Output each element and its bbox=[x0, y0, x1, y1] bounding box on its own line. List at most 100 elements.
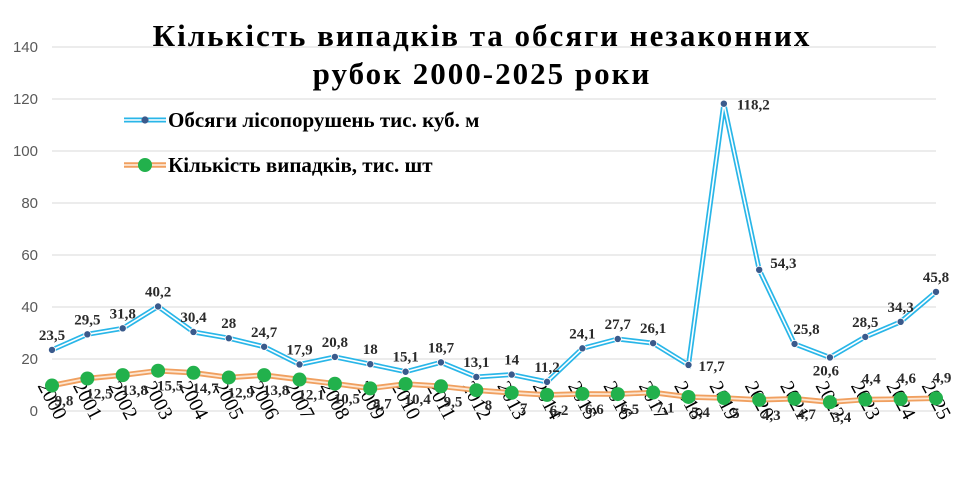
marker-volume bbox=[366, 360, 375, 369]
data-label-cases: 7 bbox=[520, 401, 528, 417]
data-label-volume: 29,5 bbox=[74, 312, 100, 328]
marker-cases bbox=[822, 395, 837, 410]
marker-volume bbox=[719, 99, 728, 108]
data-label-cases: 9,8 bbox=[55, 394, 74, 410]
y-axis-ticks: 0 20 40 60 80 100 120 140 bbox=[13, 39, 38, 420]
marker-cases bbox=[433, 379, 448, 394]
marker-cases bbox=[929, 391, 943, 406]
data-label-cases: 7,1 bbox=[656, 401, 675, 417]
marker-volume bbox=[260, 342, 269, 351]
marker-cases bbox=[151, 363, 166, 378]
marker-cases bbox=[469, 383, 484, 398]
marker-volume bbox=[83, 330, 92, 339]
data-label-cases: 12,5 bbox=[86, 387, 112, 403]
marker-volume bbox=[684, 360, 693, 369]
data-label-cases: 3,4 bbox=[833, 410, 852, 426]
marker-cases bbox=[540, 387, 555, 402]
marker-cases bbox=[893, 392, 908, 407]
marker-volume bbox=[790, 339, 799, 348]
legend: Обсяги лісопорушень тис. куб. м Кількіст… bbox=[124, 108, 479, 177]
data-label-cases: 6,6 bbox=[585, 402, 604, 418]
marker-cases bbox=[681, 389, 696, 404]
marker-volume bbox=[401, 367, 410, 376]
marker-cases bbox=[398, 376, 413, 391]
data-label-cases: 6,5 bbox=[620, 402, 639, 418]
legend-symbol-cases bbox=[124, 158, 166, 172]
marker-volume bbox=[436, 358, 445, 367]
marker-cases bbox=[327, 376, 342, 391]
marker-cases bbox=[80, 371, 95, 386]
legend-label-volume: Обсяги лісопорушень тис. куб. м bbox=[168, 108, 479, 132]
marker-volume bbox=[472, 372, 481, 381]
marker-volume bbox=[825, 353, 834, 362]
data-label-cases: 15,5 bbox=[157, 379, 183, 395]
marker-volume bbox=[507, 370, 516, 379]
data-label-volume: 54,3 bbox=[770, 256, 796, 272]
marker-cases bbox=[115, 368, 130, 383]
y-tick-label: 20 bbox=[21, 351, 38, 368]
series-line-volume-inner bbox=[51, 103, 937, 383]
data-label-cases: 4,4 bbox=[862, 372, 881, 388]
gridlines bbox=[52, 46, 936, 412]
data-label-cases: 12,1 bbox=[298, 388, 324, 404]
data-label-cases: 12,9 bbox=[228, 385, 254, 401]
data-label-volume: 34,3 bbox=[888, 300, 914, 316]
marker-cases bbox=[45, 378, 59, 393]
data-label-volume: 24,1 bbox=[569, 326, 595, 342]
y-tick-label: 140 bbox=[13, 39, 38, 56]
data-label-volume: 40,2 bbox=[145, 284, 171, 300]
marker-volume bbox=[330, 352, 339, 361]
data-label-volume: 15,1 bbox=[392, 350, 418, 366]
marker-cases bbox=[221, 370, 236, 385]
data-label-cases: 10,4 bbox=[404, 392, 431, 408]
data-label-cases: 13,8 bbox=[122, 383, 148, 399]
data-label-cases: 9,5 bbox=[444, 394, 463, 410]
y-tick-label: 120 bbox=[13, 91, 38, 108]
marker-volume bbox=[224, 334, 233, 343]
legend-symbol-volume bbox=[124, 116, 166, 124]
marker-volume bbox=[189, 327, 198, 336]
data-label-volume: 11,2 bbox=[534, 360, 559, 376]
marker-cases bbox=[186, 365, 201, 380]
marker-cases bbox=[752, 392, 767, 407]
data-label-cases: 4,9 bbox=[933, 370, 952, 386]
marker-cases bbox=[787, 391, 802, 406]
marker-volume bbox=[154, 302, 163, 311]
marker-volume bbox=[613, 334, 622, 343]
data-label-volume: 23,5 bbox=[39, 328, 65, 344]
data-label-volume: 13,1 bbox=[463, 355, 489, 371]
marker-volume bbox=[578, 344, 587, 353]
data-label-cases: 4,3 bbox=[762, 408, 781, 424]
data-label-volume: 20,6 bbox=[813, 363, 840, 379]
data-label-volume: 45,8 bbox=[923, 270, 949, 286]
data-label-volume: 24,7 bbox=[251, 325, 278, 341]
data-label-volume: 17,7 bbox=[698, 359, 725, 375]
marker-cases bbox=[575, 386, 590, 401]
marker-cases bbox=[858, 392, 873, 407]
data-label-cases: 8,7 bbox=[373, 396, 392, 412]
y-tick-label: 60 bbox=[21, 247, 38, 264]
series-lines bbox=[45, 99, 943, 410]
marker-cases bbox=[716, 391, 731, 405]
data-label-volume: 18 bbox=[363, 342, 378, 358]
marker-volume bbox=[48, 345, 57, 354]
data-label-cases: 5 bbox=[732, 406, 740, 422]
legend-marker-volume bbox=[141, 116, 149, 124]
marker-volume bbox=[295, 360, 304, 369]
y-tick-label: 0 bbox=[30, 403, 38, 420]
marker-volume bbox=[896, 317, 905, 326]
marker-volume bbox=[861, 332, 870, 341]
series-line-volume-outer bbox=[50, 103, 938, 385]
data-label-volume: 26,1 bbox=[640, 321, 666, 337]
data-label-cases: 4,6 bbox=[897, 371, 916, 387]
data-labels: 23,5 29,5 31,8 40,2 30,4 28 24,7 17,9 20,8 18 15,1… bbox=[39, 98, 952, 426]
marker-cases bbox=[257, 368, 272, 383]
marker-cases bbox=[504, 385, 519, 400]
marker-cases bbox=[646, 385, 661, 400]
data-label-volume: 20,8 bbox=[322, 335, 348, 351]
data-label-cases: 13,8 bbox=[263, 383, 289, 399]
data-label-cases: 8 bbox=[485, 398, 493, 414]
y-tick-label: 40 bbox=[21, 299, 38, 316]
data-label-volume: 31,8 bbox=[110, 306, 136, 322]
